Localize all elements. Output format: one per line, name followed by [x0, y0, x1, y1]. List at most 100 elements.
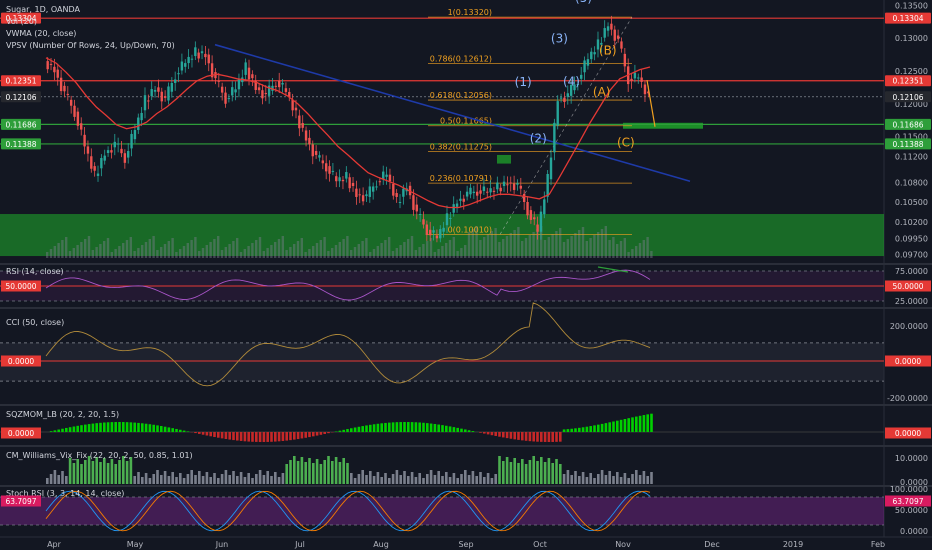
elliott-wave-labels[interactable]: (1) (2) (3) (4) (5) (B) (A) (C)	[515, 0, 635, 149]
candle-body	[422, 219, 425, 225]
sub-tag-right-label: 0.0000	[895, 357, 921, 366]
sub-tag-right-label: 63.7097	[892, 497, 923, 506]
volume-bar	[163, 244, 167, 258]
vix-bar	[513, 458, 516, 484]
volume-bar	[551, 234, 554, 258]
volume-bar	[327, 251, 330, 258]
price-tick-label: 0.11500	[895, 133, 928, 142]
price-tick-label: 0.12500	[895, 67, 928, 76]
volume-bar	[509, 233, 512, 258]
sqz-bar	[129, 422, 133, 432]
wave-label: (C)	[617, 135, 635, 149]
fibonacci-retracement[interactable]: 1(0.13320) 0.786(0.12612) 0.618(0.12056) 0.…	[428, 8, 633, 235]
time-axis[interactable]: Apr May Jun Jul Aug Sep Oct Nov Dec 2019 Feb	[47, 540, 885, 549]
sqz-bar	[255, 432, 258, 442]
vix-bar	[578, 476, 581, 484]
volume-bar	[342, 239, 345, 258]
candle-body	[200, 51, 204, 54]
candle-body	[361, 195, 365, 202]
candle-body	[133, 130, 137, 140]
sqz-bar	[551, 432, 554, 442]
sqz-bar	[224, 432, 228, 439]
price-tag-right	[885, 138, 931, 150]
price-tag-right-label: 0.11686	[892, 120, 923, 129]
vix-bar	[623, 473, 627, 484]
cci-line	[45, 302, 651, 387]
price-axis[interactable]: 0.13500 0.13000 0.12500 0.12000 0.11500 0.112…	[895, 1, 928, 259]
candle-body	[304, 130, 308, 141]
sqz-bar	[612, 421, 615, 432]
time-tick-label: Jun	[215, 540, 229, 549]
sqz-bar	[574, 428, 577, 432]
candle-body	[96, 173, 100, 176]
sqz-bar	[433, 424, 437, 432]
sqz-bar	[384, 422, 387, 432]
volume-bar	[528, 235, 531, 258]
wave-label: (5)	[575, 0, 592, 5]
candle-body	[110, 150, 113, 153]
sqz-bar	[285, 432, 288, 441]
volume-bar	[84, 239, 87, 258]
volume-bar	[251, 243, 254, 258]
volume-bar	[224, 247, 227, 258]
vix-bar	[395, 470, 399, 484]
volume-bar	[258, 237, 262, 258]
price-tag-left-label: 0.12351	[5, 77, 36, 86]
vix-bar	[521, 459, 524, 484]
sqz-bar	[274, 432, 277, 442]
candle-body	[338, 177, 341, 182]
sqz-bar	[521, 432, 524, 441]
vix-bar	[502, 461, 505, 484]
candle-body	[559, 97, 563, 99]
sqz-bar	[505, 432, 509, 439]
volume-bar	[646, 237, 649, 258]
candle-body	[63, 85, 66, 92]
candle-body	[586, 59, 590, 66]
volume-bar	[608, 240, 611, 258]
candle-body	[526, 201, 529, 216]
vix-bar	[608, 471, 611, 484]
candle-body	[284, 88, 288, 92]
candle-body	[278, 80, 281, 88]
candle-body	[580, 74, 583, 79]
volume-bar	[91, 250, 94, 258]
candle-body	[637, 77, 640, 79]
volume-bar	[247, 246, 250, 258]
sqz-bar	[486, 432, 490, 435]
volume-bar	[604, 226, 607, 258]
vix-bar	[293, 456, 296, 484]
volume-bar	[578, 230, 581, 258]
volume-bar	[376, 246, 379, 258]
candle-body	[80, 123, 83, 130]
candle-body	[455, 203, 459, 207]
volume-bar	[289, 247, 292, 258]
sqz-bar	[361, 426, 364, 432]
vix-bar	[589, 473, 592, 484]
sqz-bar	[445, 425, 448, 432]
sqz-bar	[593, 425, 596, 432]
sqz-bar	[61, 428, 64, 432]
volume-bar	[422, 244, 425, 258]
sqz-bar	[391, 422, 395, 432]
candle-body	[556, 101, 559, 126]
sqz-bar	[517, 432, 520, 440]
candle-body	[103, 155, 106, 161]
candle-body	[375, 186, 378, 188]
volume-bar	[232, 241, 235, 258]
candle-body	[281, 82, 284, 85]
volume-bar	[217, 236, 220, 258]
candle-body	[533, 217, 536, 220]
vix-bar	[505, 457, 509, 484]
trendline[interactable]	[214, 43, 691, 182]
vix-bar	[441, 476, 444, 484]
candle-body	[613, 29, 616, 41]
vix-bar	[334, 457, 338, 484]
volume-bar	[353, 247, 357, 258]
volume-bar	[589, 238, 592, 258]
candle-body	[86, 146, 90, 154]
vix-bar	[129, 457, 133, 484]
sub-tick-label: 25.0000	[895, 297, 928, 306]
sub-tag-right-label: 50.0000	[892, 282, 923, 291]
candle-body	[197, 52, 200, 59]
